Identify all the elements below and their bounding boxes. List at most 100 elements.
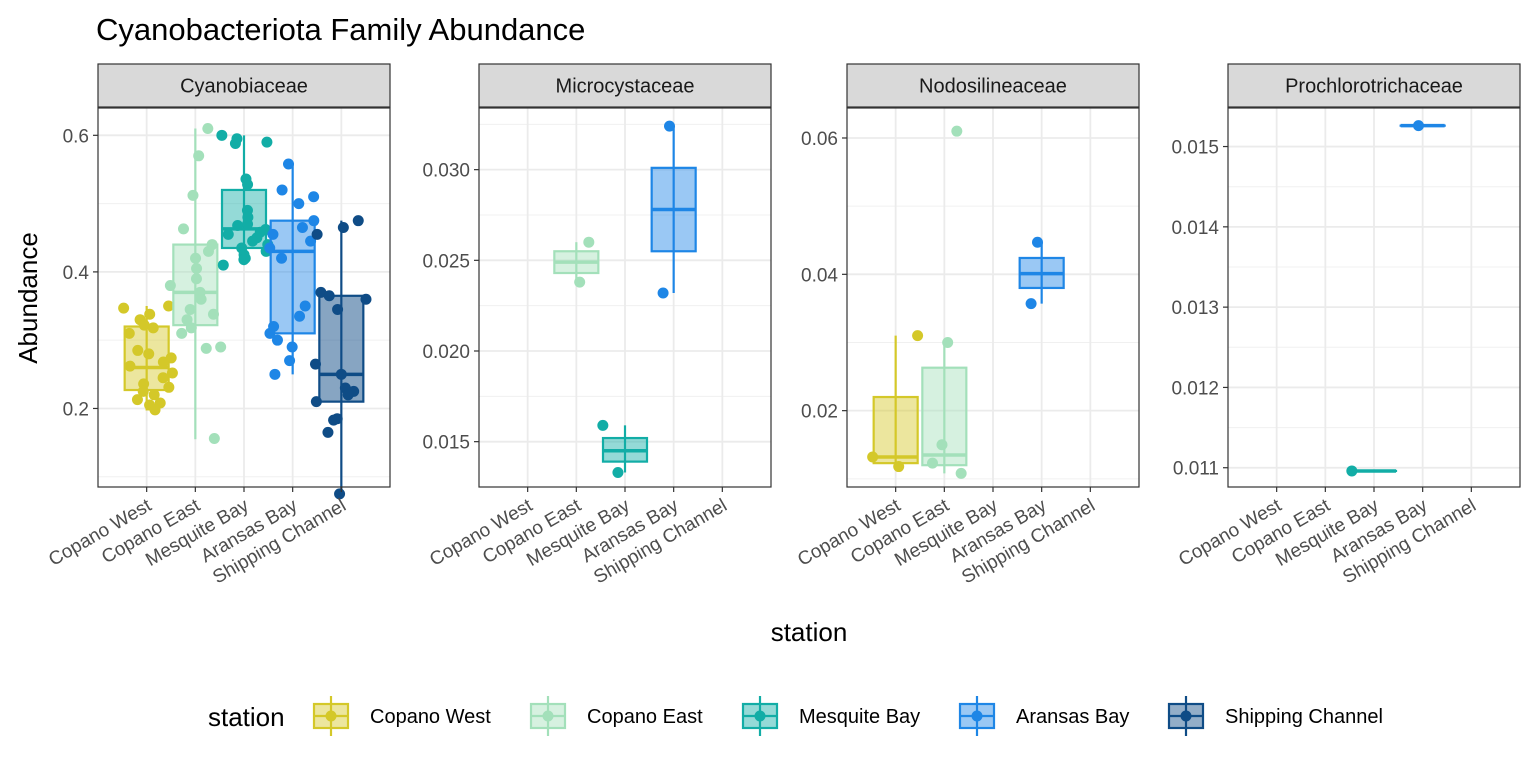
data-point (264, 242, 276, 254)
data-point (232, 219, 244, 231)
data-point (166, 367, 178, 379)
facet-label: Microcystaceae (556, 76, 695, 98)
data-point (124, 360, 136, 372)
box-shipping-channel (309, 215, 372, 500)
box-copano-west (867, 330, 924, 473)
data-point (360, 293, 372, 305)
box-aransas-bay (1018, 236, 1065, 310)
facet-strip (478, 63, 772, 108)
legend-key-point (1180, 710, 1192, 722)
data-point (867, 451, 879, 463)
data-point (893, 461, 905, 473)
y-tick-label: 0.014 (1171, 218, 1219, 239)
legend-key-point (542, 710, 554, 722)
data-point (216, 129, 228, 141)
data-point (283, 158, 295, 170)
box-iqr (872, 395, 919, 465)
data-point (208, 433, 220, 445)
data-point (294, 310, 306, 322)
data-point (147, 322, 159, 334)
data-point (238, 254, 250, 266)
data-point (261, 136, 273, 148)
data-point (926, 457, 938, 469)
x-axis-title: station (771, 617, 848, 647)
facet-strip (846, 63, 1140, 108)
data-point (123, 327, 135, 339)
y-tick-label: 0.6 (63, 126, 89, 147)
data-point (612, 466, 624, 478)
data-point (177, 223, 189, 235)
data-point (181, 314, 193, 326)
data-point (264, 327, 276, 339)
data-point (342, 389, 354, 401)
data-point (1032, 236, 1044, 248)
data-point (323, 290, 335, 302)
data-point (184, 303, 196, 315)
y-tick-label: 0.015 (1171, 138, 1219, 159)
box-copano-west (118, 300, 178, 416)
legend-item-mesquite-bay: Mesquite Bay (741, 696, 920, 736)
y-tick-label: 0.04 (801, 265, 838, 286)
data-point (202, 245, 214, 257)
data-point (202, 122, 214, 134)
data-point (335, 368, 347, 380)
y-tick-label: 0.012 (1171, 378, 1219, 399)
data-point (309, 358, 321, 370)
legend-title: station (208, 702, 285, 732)
data-point (296, 222, 308, 234)
legend-label: Shipping Channel (1225, 706, 1383, 728)
data-point (118, 302, 130, 314)
legend-label: Mesquite Bay (799, 706, 920, 728)
box-iqr (921, 366, 968, 467)
data-point (286, 341, 298, 353)
box-mesquite-bay (1346, 465, 1398, 477)
y-tick-label: 0.030 (422, 161, 470, 182)
chart-title: Cyanobacteriota Family Abundance (96, 12, 585, 47)
data-point (657, 287, 669, 299)
data-point (293, 198, 305, 210)
data-point (195, 293, 207, 305)
box-iqr (269, 219, 316, 335)
data-point (157, 356, 169, 368)
data-point (1413, 120, 1425, 132)
data-point (229, 138, 241, 150)
legend-label: Aransas Bay (1016, 706, 1129, 728)
facet-label: Prochlorotrichaceae (1285, 76, 1463, 98)
data-point (131, 394, 143, 406)
box-aransas-bay (264, 158, 320, 380)
data-point (308, 191, 320, 203)
data-point (242, 218, 254, 230)
data-point (143, 348, 155, 360)
data-point (242, 178, 254, 190)
legend-item-copano-east: Copano East (529, 696, 703, 736)
y-tick-label: 0.011 (1173, 459, 1219, 480)
data-point (269, 368, 281, 380)
data-point (267, 228, 279, 240)
data-point (157, 372, 169, 384)
y-tick-label: 0.2 (63, 399, 89, 420)
data-point (247, 235, 259, 247)
data-point (163, 381, 175, 393)
legend-item-copano-west: Copano West (312, 696, 491, 736)
data-point (132, 344, 144, 356)
facet-label: Nodosilineaceae (919, 76, 1067, 98)
facet-strip (1227, 63, 1521, 108)
data-point (185, 322, 197, 334)
data-point (299, 300, 311, 312)
legend-item-aransas-bay: Aransas Bay (958, 696, 1129, 736)
data-point (193, 150, 205, 162)
data-point (912, 330, 924, 342)
data-point (332, 303, 344, 315)
data-point (144, 308, 156, 320)
data-point (583, 236, 595, 248)
data-point (200, 342, 212, 354)
data-point (190, 273, 202, 285)
data-point (137, 385, 149, 397)
data-point (334, 488, 346, 500)
data-point (308, 215, 320, 227)
y-tick-label: 0.02 (801, 402, 838, 423)
box-mesquite-bay (597, 419, 649, 478)
data-point (284, 355, 296, 367)
data-point (276, 184, 288, 196)
